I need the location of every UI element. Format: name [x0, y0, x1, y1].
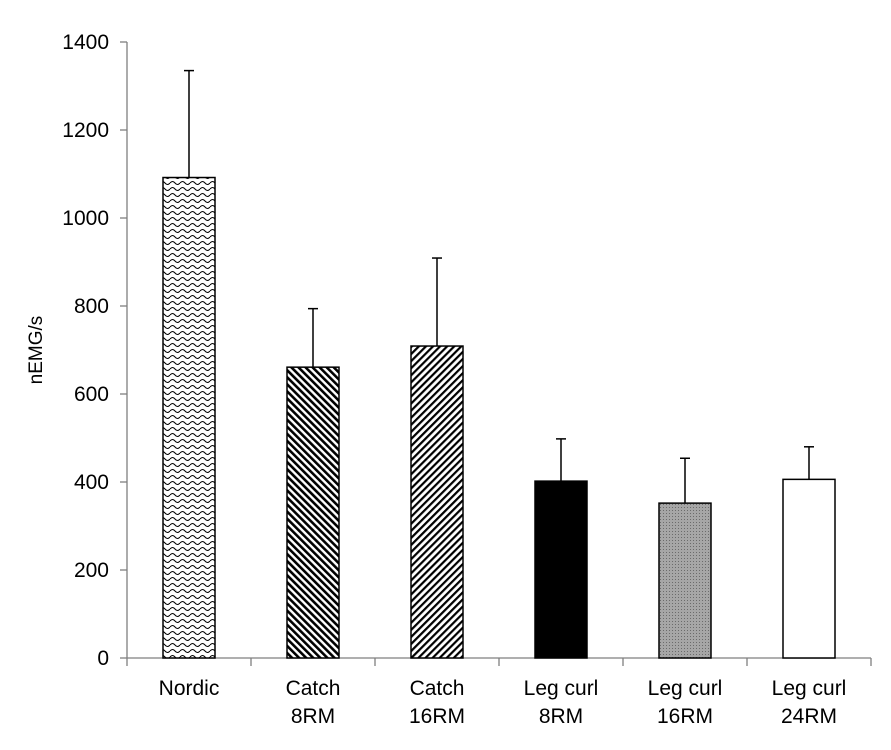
bar — [162, 176, 216, 659]
y-tick-label: 800 — [74, 295, 109, 318]
x-category-label: Catch — [286, 677, 341, 700]
error-bars — [184, 69, 814, 504]
x-category-label: 16RM — [409, 705, 465, 728]
x-category-label: Leg curl — [524, 677, 599, 700]
bar — [534, 480, 588, 659]
y-tick-label: 200 — [74, 559, 109, 582]
x-category-label: 8RM — [539, 705, 583, 728]
y-tick-label: 1000 — [62, 207, 109, 230]
y-tick-label: 0 — [97, 647, 109, 670]
x-category-label: 16RM — [657, 705, 713, 728]
bar — [410, 345, 464, 659]
y-tick-label: 600 — [74, 383, 109, 406]
bar — [782, 478, 836, 659]
bars — [162, 176, 836, 659]
axes — [120, 41, 872, 666]
x-category-label: 8RM — [291, 705, 335, 728]
y-axis-title: nEMG/s — [26, 316, 47, 385]
x-category-label: Leg curl — [772, 677, 847, 700]
bar — [658, 502, 712, 659]
x-category-label: Nordic — [159, 677, 220, 700]
y-tick-label: 1400 — [62, 31, 109, 54]
x-category-label: Leg curl — [648, 677, 723, 700]
y-tick-label: 400 — [74, 471, 109, 494]
labels: 0 200 400 600 800 1000 1200 1400 nEMG/s Nordic Cat… — [26, 31, 846, 728]
x-category-label: 24RM — [781, 705, 837, 728]
bar — [286, 366, 340, 659]
x-category-label: Catch — [410, 677, 465, 700]
y-tick-label: 1200 — [62, 119, 109, 142]
